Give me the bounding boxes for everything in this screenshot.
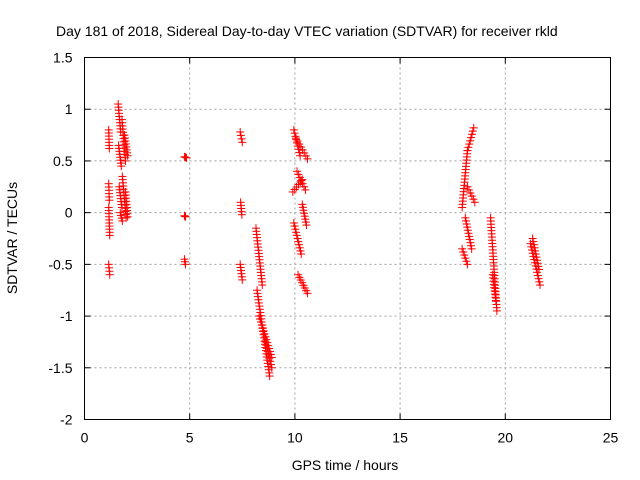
data-point (265, 372, 274, 381)
data-point (237, 210, 246, 219)
data-point (463, 146, 472, 155)
y-tick-label: 0.5 (53, 153, 73, 169)
x-axis-label: GPS time / hours (292, 457, 399, 473)
data-point (238, 275, 247, 284)
data-point (468, 127, 477, 136)
data-point (264, 350, 273, 359)
y-tick-label: -1 (60, 308, 73, 324)
data-point (466, 136, 475, 145)
data-point (258, 281, 267, 290)
data-point (261, 337, 270, 346)
data-point (105, 196, 114, 205)
data-point (467, 244, 476, 253)
data-point (302, 221, 311, 230)
data-point (238, 138, 247, 147)
data-point (534, 274, 543, 283)
data-point (181, 212, 190, 221)
data-point (121, 156, 130, 165)
data-point (470, 198, 479, 207)
y-tick-label: 0 (65, 205, 73, 221)
data-point (181, 260, 190, 269)
data-point (122, 213, 131, 222)
data-point (303, 289, 312, 298)
data-point (467, 133, 476, 142)
axis-ticks: 0 5 10 15 20 25 1.5 1 0.5 0 -0.5 -1 -1.5 -2 (48, 50, 618, 446)
x-tick-label: 5 (186, 430, 194, 446)
data-point (180, 212, 189, 221)
data-point (182, 153, 191, 162)
y-tick-label: -0.5 (48, 256, 72, 272)
data-point (491, 296, 500, 305)
data-point (534, 265, 543, 274)
data-point (180, 152, 189, 161)
data-point (105, 144, 114, 153)
x-tick-label: 10 (287, 430, 303, 446)
y-axis-label: SDTVAR / TECUs (4, 182, 20, 294)
data-point (463, 260, 472, 269)
data-point (303, 154, 312, 163)
data-point (301, 185, 310, 194)
data-point (467, 130, 476, 139)
data-point (123, 151, 132, 160)
data-point (262, 341, 271, 350)
data-point (289, 125, 298, 134)
data-point (536, 281, 545, 290)
data-point (267, 363, 276, 372)
data-point (180, 211, 189, 220)
data-point (105, 231, 114, 240)
data-point (237, 134, 246, 143)
data-point (297, 250, 306, 259)
data-point (535, 277, 544, 286)
data-point (266, 360, 275, 369)
data-point (105, 270, 114, 279)
plot-frame (84, 57, 611, 420)
y-tick-label: 1.5 (53, 50, 73, 66)
data-point (123, 212, 132, 221)
data-point (263, 347, 272, 356)
data-point (291, 132, 300, 141)
data-point (263, 344, 272, 353)
y-tick-label: -1.5 (48, 360, 72, 376)
x-tick-label: 25 (603, 430, 619, 446)
data-point (290, 129, 299, 138)
grid (84, 57, 611, 420)
data-point (465, 140, 474, 149)
data-point (492, 306, 501, 315)
data-point (464, 143, 473, 152)
data-point (117, 162, 126, 171)
x-tick-label: 20 (498, 430, 514, 446)
data-point (236, 127, 245, 136)
data-point (266, 357, 275, 366)
data-point (236, 131, 245, 140)
y-tick-label: -2 (60, 412, 73, 428)
chart-title: Day 181 of 2018, Sidereal Day-to-day VTE… (56, 23, 558, 39)
data-point (265, 354, 274, 363)
data-points (104, 100, 545, 381)
data-point (533, 271, 542, 280)
x-tick-label: 15 (392, 430, 408, 446)
data-point (469, 123, 478, 132)
y-tick-label: 1 (65, 101, 73, 117)
data-point (181, 153, 190, 162)
x-tick-label: 0 (81, 430, 89, 446)
